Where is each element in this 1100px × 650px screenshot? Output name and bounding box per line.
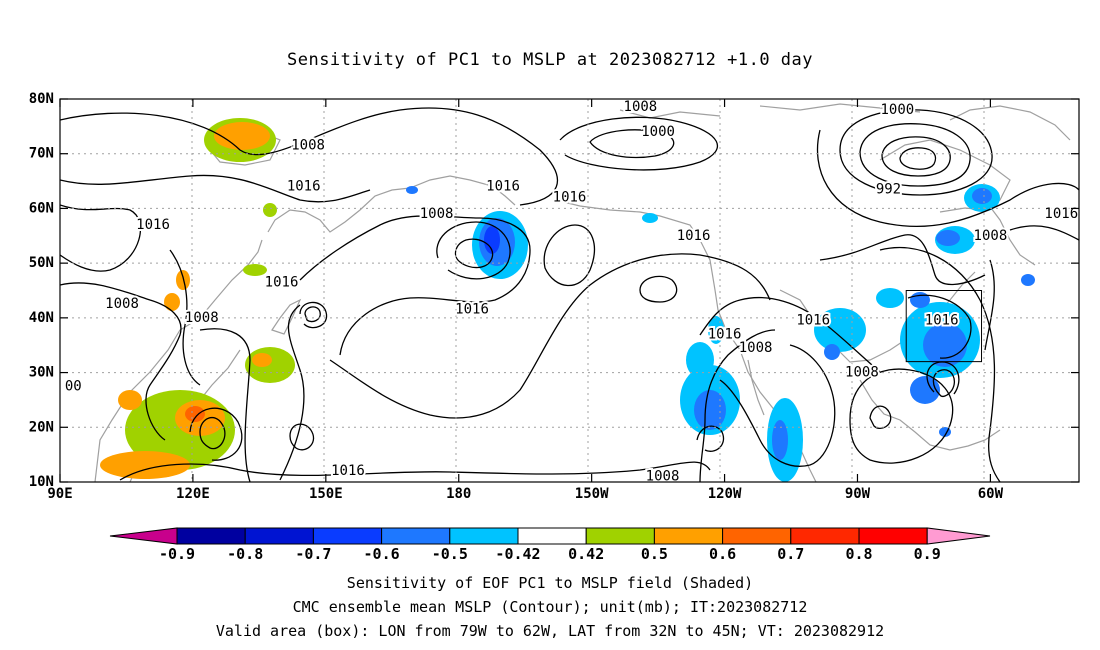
colorbar-label: -0.42	[495, 545, 540, 563]
lon-label: 60W	[978, 486, 1004, 502]
colorbar-swatch	[653, 527, 724, 545]
colorbar-end-low	[109, 527, 178, 545]
colorbar-label: -0.6	[364, 545, 400, 563]
contour-label: 1016	[796, 313, 830, 329]
contour-label: 00	[65, 378, 82, 394]
contour-label: 1016	[1044, 206, 1078, 222]
lat-label: 50N	[29, 255, 54, 271]
map-plot-area: 1008101610161008100810160010161008100810…	[60, 77, 1079, 485]
lat-label: 30N	[29, 365, 54, 381]
contour-label: 1008	[185, 310, 219, 326]
contour-labels: 1008101610161008100810160010161008100810…	[63, 77, 1079, 485]
lat-label: 40N	[29, 310, 54, 326]
colorbar-label: -0.8	[227, 545, 263, 563]
colorbar-label: 0.5	[641, 545, 668, 563]
colorbar-swatch	[585, 527, 655, 545]
colorbar-label: 0.42	[568, 545, 604, 563]
colorbar-label: -0.7	[295, 545, 331, 563]
lat-label: 70N	[29, 146, 54, 162]
caption-line-3: Valid area (box): LON from 79W to 62W, L…	[215, 622, 885, 640]
map-title: Sensitivity of PC1 to MSLP at 2023082712…	[286, 50, 813, 70]
colorbar-label: 0.7	[777, 545, 804, 563]
caption-line-1: Sensitivity of EOF PC1 to MSLP field (Sh…	[346, 574, 754, 592]
colorbar-swatch	[381, 527, 451, 545]
lon-label: 180	[446, 486, 471, 502]
colorbar: -0.9 -0.8 -0.7 -0.6 -0.5 -0.42 0.42 0.5 0.6 0.7 0.…	[109, 527, 991, 563]
caption-line-2: CMC ensemble mean MSLP (Contour); unit(m…	[292, 598, 808, 616]
contour-label: 1016	[331, 463, 365, 479]
grid-lines	[60, 99, 1079, 482]
colorbar-swatch	[176, 527, 246, 545]
contour-label: 1008	[291, 138, 325, 154]
contour-label: 1016	[265, 274, 299, 290]
mslp-contours	[60, 107, 1079, 482]
colorbar-label: 0.9	[914, 545, 941, 563]
lat-label: 10N	[29, 474, 54, 490]
contour-label: 1016	[486, 179, 520, 195]
contour-label: 1008	[827, 77, 861, 93]
contour-label: 1008	[624, 99, 658, 115]
colorbar-swatch	[858, 527, 928, 545]
contour-label: 992	[876, 181, 901, 197]
contour-label: 1000	[641, 124, 675, 140]
contour-label: 1008	[420, 206, 454, 222]
lon-label: 90E	[47, 486, 72, 502]
colorbar-label: -0.9	[159, 545, 195, 563]
contour-label: 1016	[136, 217, 170, 233]
contour-label: 1008	[739, 340, 773, 356]
colorbar-label: 0.6	[709, 545, 736, 563]
colorbar-swatch	[244, 527, 314, 545]
lon-label: 150W	[575, 486, 609, 502]
lat-label: 80N	[29, 91, 54, 107]
longitude-axis: 90E 120E 150E 180 150W 120W 90W 60W	[47, 99, 1004, 502]
coastlines	[94, 103, 1071, 482]
lon-label: 150E	[309, 486, 343, 502]
lon-label: 90W	[845, 486, 871, 502]
plot-frame	[59, 98, 1080, 483]
colorbar-swatch	[517, 527, 587, 545]
colorbar-swatch	[449, 527, 519, 545]
colorbar-label: -0.5	[432, 545, 468, 563]
contour-label: 1008	[974, 228, 1008, 244]
contour-label: 1000	[880, 102, 914, 118]
valid-area-box	[905, 290, 983, 363]
contour-label: 1016	[677, 228, 711, 244]
lat-label: 60N	[29, 200, 54, 216]
contour-label: 1008	[845, 365, 879, 381]
contour-label: 1016	[708, 326, 742, 342]
colorbar-swatch	[722, 527, 792, 545]
contour-label: 1016	[553, 189, 587, 205]
colorbar-swatch	[790, 527, 860, 545]
lat-label: 20N	[29, 419, 54, 435]
lon-label: 120E	[176, 486, 210, 502]
contour-label: 1016	[455, 302, 489, 318]
contour-label: 1016	[925, 313, 959, 329]
sensitivity-shading	[100, 118, 1035, 482]
contour-label: 1008	[646, 469, 680, 485]
colorbar-swatch	[312, 527, 383, 545]
contour-label: 1016	[287, 179, 321, 195]
colorbar-end-high	[926, 527, 991, 545]
colorbar-label: 0.8	[845, 545, 872, 563]
contour-label: 1008	[105, 296, 139, 312]
latitude-axis: 80N 70N 60N 50N 40N 30N 20N 10N	[29, 91, 1079, 490]
lon-label: 120W	[708, 486, 742, 502]
